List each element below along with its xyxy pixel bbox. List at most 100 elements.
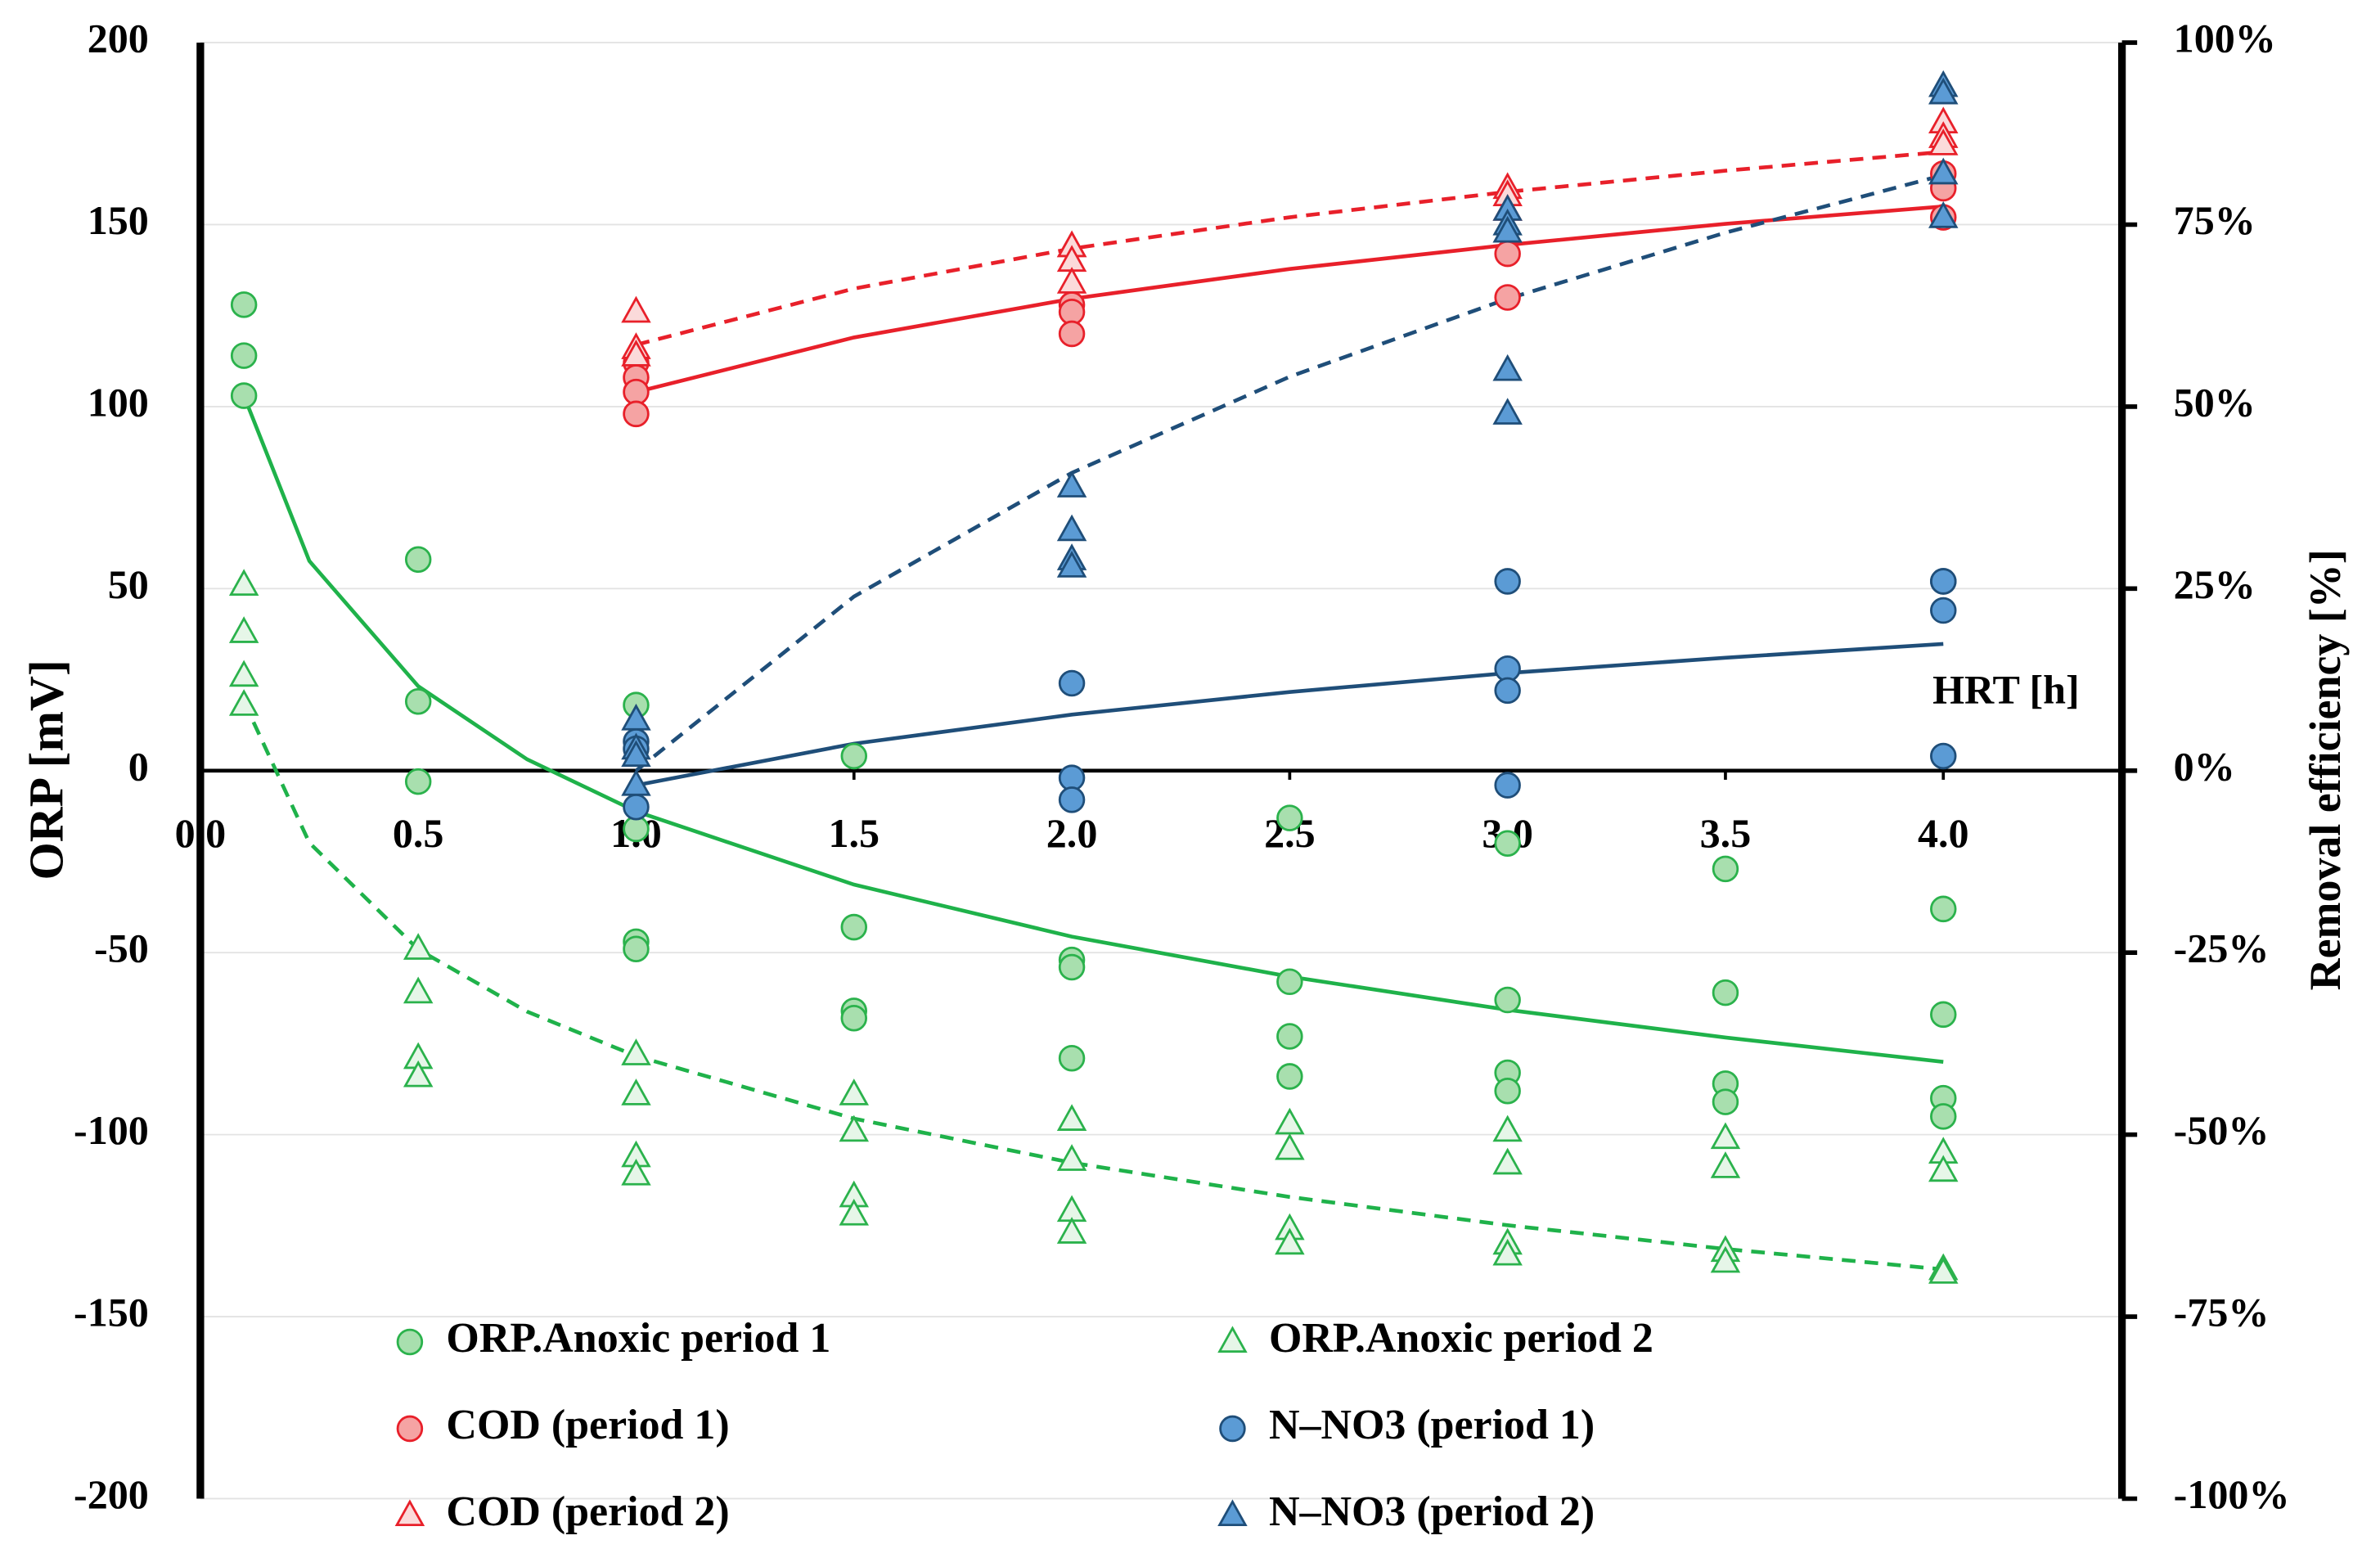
point [839,1114,870,1142]
point [623,935,650,963]
point [228,689,259,716]
y-tick-label: -100 [74,1107,149,1153]
point [621,295,651,323]
legend-marker [394,1499,425,1527]
x-axis-title: HRT [h] [1932,666,2080,712]
point [621,740,651,768]
y2-tick-label: 75% [2174,197,2256,243]
trendline [635,150,1944,347]
point [621,703,651,731]
trendline [241,394,1944,1064]
point [621,1078,651,1105]
point [1275,1107,1305,1135]
x-tick-label: 0.5 [393,810,444,856]
trendline [635,173,1944,772]
point [1712,1088,1739,1115]
point [1494,1077,1521,1105]
x-tick-label: 1.5 [828,810,880,856]
point [1276,1063,1303,1090]
point [228,660,259,687]
point [1494,772,1521,799]
point [1494,655,1521,682]
y2-tick-label: -50% [2174,1107,2270,1153]
point [623,815,650,843]
point [404,768,432,795]
y-tick-label: 200 [88,16,149,61]
trendline [636,642,1944,787]
point [1276,804,1303,831]
point [1492,215,1523,243]
legend-label: COD (period 2) [446,1488,729,1535]
point [1712,855,1739,883]
point [1058,953,1086,981]
point [1928,201,1959,228]
legend-label: ORP.Anoxic period 2 [1269,1315,1653,1362]
point [1494,568,1521,595]
point [1930,742,1957,770]
legend-marker [1219,1415,1246,1443]
legend-marker [1217,1499,1248,1527]
y-tick-label: -150 [74,1290,149,1335]
trendline [635,205,1944,394]
legend-label: COD (period 1) [446,1402,729,1448]
point [621,768,651,796]
point [228,616,259,643]
point [1058,786,1086,813]
point [1494,986,1521,1014]
point [1492,1114,1523,1142]
point [840,742,868,770]
y2-tick-label: 100% [2174,16,2276,61]
point [1928,1155,1959,1182]
legend-label: N–NO3 (period 2) [1269,1488,1595,1535]
point [1058,669,1086,697]
point [230,291,258,318]
point [840,1005,868,1032]
point [621,1158,651,1186]
x-tick-label: 2.0 [1046,810,1098,856]
y2-tick-label: -100% [2174,1471,2290,1517]
point [1928,77,1959,105]
point [403,976,434,1004]
point [1276,968,1303,996]
point [1058,764,1086,791]
legend-label: ORP.Anoxic period 1 [446,1315,830,1362]
point [1928,1257,1959,1284]
point [1056,471,1087,498]
y-tick-label: 50 [108,561,149,607]
point [621,340,651,367]
point [1710,1151,1741,1178]
point [1056,1144,1087,1171]
point [839,1198,870,1226]
y-tick-label: 0 [128,743,149,789]
point [1275,1132,1305,1160]
point [1928,157,1959,185]
point [1710,1245,1741,1273]
x-tick-label: 3.5 [1700,810,1752,856]
point [1494,677,1521,705]
trendline [242,700,1944,1272]
point [1930,1103,1957,1130]
point [840,913,868,941]
y-tick-label: 150 [88,197,149,243]
y2-tick-label: 25% [2174,561,2256,607]
legend-label: N–NO3 (period 1) [1269,1402,1595,1448]
y2-tick-label: 0% [2174,743,2235,789]
point [230,342,258,369]
point [623,793,650,821]
point [1930,895,1957,923]
point [1928,128,1959,155]
point [1056,514,1087,542]
point [1492,353,1523,381]
point [1056,267,1087,294]
point [1492,1238,1523,1266]
legend-marker [1217,1326,1248,1353]
point [1056,1104,1087,1131]
point [1712,979,1739,1006]
y2-tick-label: 50% [2174,379,2256,425]
point [1056,551,1087,578]
point [1058,320,1086,348]
y2-tick-label: -75% [2174,1290,2270,1335]
point [1276,1023,1303,1050]
point [404,687,432,715]
